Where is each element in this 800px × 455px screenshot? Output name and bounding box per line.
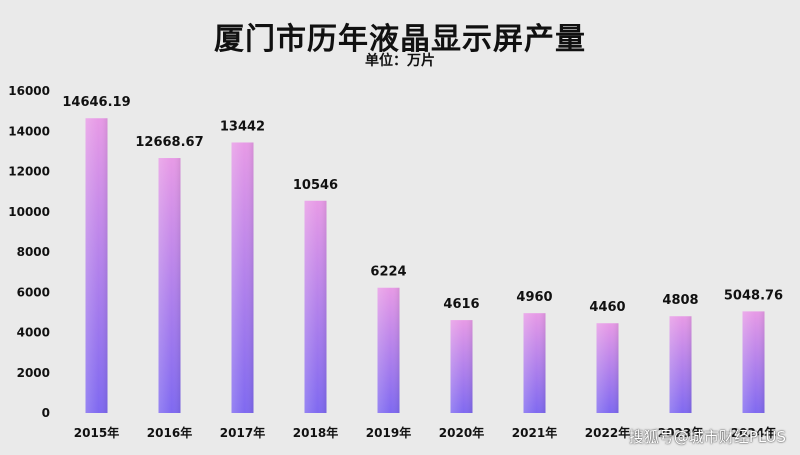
x-tick-label: 2017年 — [220, 425, 265, 440]
bar-shade — [742, 311, 765, 413]
y-tick-label: 0 — [42, 406, 50, 420]
bar-shade — [158, 158, 181, 413]
chart-title: 厦门市历年液晶显示屏产量 — [214, 22, 586, 57]
data-label: 4616 — [443, 297, 479, 312]
chart-subtitle: 单位：万片 — [365, 53, 435, 69]
y-tick-label: 12000 — [8, 165, 50, 179]
y-tick-label: 14000 — [8, 124, 50, 138]
bar-shade — [669, 316, 692, 413]
data-label: 4960 — [516, 290, 552, 305]
x-tick-label: 2023年 — [658, 425, 703, 440]
bar-shade — [596, 323, 619, 413]
y-tick-label: 4000 — [17, 326, 50, 340]
data-label: 6224 — [370, 265, 406, 280]
y-tick-label: 10000 — [8, 205, 50, 219]
data-label: 4460 — [589, 300, 625, 315]
x-tick-label: 2015年 — [74, 425, 119, 440]
y-tick-label: 8000 — [17, 245, 50, 259]
x-tick-label: 2021年 — [512, 425, 557, 440]
y-tick-label: 16000 — [8, 84, 50, 98]
data-label: 14646.19 — [62, 95, 130, 110]
y-tick-label: 6000 — [17, 285, 50, 299]
x-tick-label: 2024年 — [731, 425, 776, 440]
x-axis: 2015年 2016年 2017年 2018年 2019年 2020年 2021年 2022年… — [74, 425, 776, 440]
x-tick-label: 2018年 — [293, 425, 338, 440]
data-label: 13442 — [220, 119, 265, 134]
x-tick-label: 2016年 — [147, 425, 192, 440]
bar-shade — [450, 320, 473, 413]
bars: 14646.19 12668.67 13442 10546 6224 4616 4960 44… — [62, 95, 783, 414]
watermark: 搜狐号@城市财经PLUS — [628, 428, 786, 446]
x-tick-label: 2019年 — [366, 425, 411, 440]
y-axis: 0 2000 4000 6000 8000 10000 12000 14000 16000 — [8, 84, 50, 420]
bar-shade — [85, 118, 108, 414]
data-label: 10546 — [293, 178, 338, 193]
data-label: 4808 — [662, 293, 698, 308]
bar-shade — [523, 313, 546, 413]
x-tick-label: 2022年 — [585, 425, 630, 440]
data-label: 12668.67 — [135, 135, 203, 150]
bar-shade — [304, 200, 327, 413]
y-tick-label: 2000 — [17, 366, 50, 380]
bar-shade — [231, 142, 254, 414]
bar-shade — [377, 287, 400, 413]
x-tick-label: 2020年 — [439, 425, 484, 440]
data-label: 5048.76 — [724, 288, 783, 303]
